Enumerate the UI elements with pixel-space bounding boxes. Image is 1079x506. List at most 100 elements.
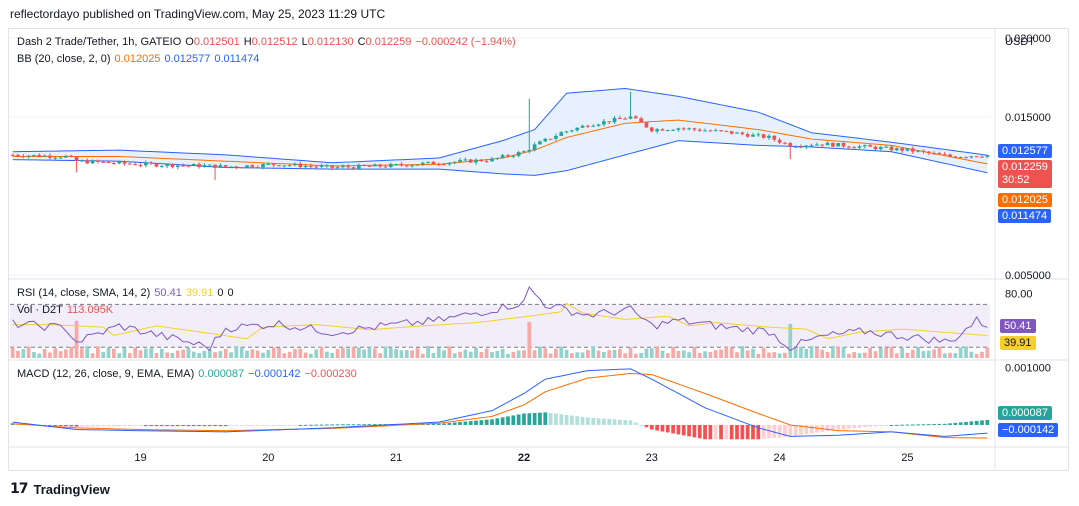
volume-bar bbox=[639, 352, 644, 358]
macd-histogram-bar bbox=[170, 424, 175, 427]
candle-body bbox=[543, 138, 548, 142]
volume-bar bbox=[85, 346, 90, 358]
macd-histogram-bar bbox=[623, 420, 628, 425]
candle-body bbox=[617, 117, 622, 119]
volume-bar bbox=[154, 352, 159, 358]
macd-histogram-bar bbox=[64, 424, 68, 427]
volume-bar bbox=[809, 346, 814, 358]
volume-bar bbox=[703, 351, 707, 358]
volume-bar bbox=[623, 353, 628, 358]
volume-bar bbox=[399, 350, 404, 358]
macd-histogram-bar bbox=[143, 424, 148, 427]
time-tick-label: 20 bbox=[262, 452, 274, 464]
macd-histogram-bar bbox=[522, 413, 526, 425]
bb-label[interactable]: BB (20, close, 2, 0) bbox=[17, 53, 111, 65]
candle-body bbox=[261, 164, 265, 168]
macd-histogram-bar bbox=[538, 412, 542, 425]
candle-body bbox=[985, 154, 990, 157]
candle-body bbox=[921, 150, 926, 152]
candle-body bbox=[64, 155, 68, 158]
candle-body bbox=[868, 145, 873, 147]
candle-body bbox=[90, 160, 95, 164]
volume-bar bbox=[80, 348, 84, 358]
volume-bar bbox=[564, 349, 569, 358]
macd-histogram-bar bbox=[953, 422, 958, 425]
volume-bar bbox=[319, 347, 324, 358]
macd-histogram-bar bbox=[729, 424, 734, 440]
candle-body bbox=[836, 143, 841, 147]
volume-bar bbox=[532, 350, 537, 358]
volume-bar bbox=[42, 348, 47, 358]
macd-histogram-bar bbox=[223, 424, 228, 427]
volume-bar bbox=[846, 353, 851, 358]
volume-bar bbox=[133, 347, 138, 358]
candle-body bbox=[96, 160, 100, 162]
macd-histogram-bar bbox=[436, 423, 441, 425]
macd-histogram-bar bbox=[159, 424, 164, 427]
macd-histogram-bar bbox=[591, 417, 596, 425]
volume-bar bbox=[570, 353, 574, 358]
volume-bar bbox=[660, 350, 665, 358]
volume-bar bbox=[479, 352, 484, 358]
volume-bar bbox=[500, 349, 505, 358]
candle-body bbox=[356, 164, 361, 169]
volume-bar bbox=[356, 347, 361, 358]
rsi-label[interactable]: RSI (14, close, SMA, 14, 2) bbox=[17, 287, 151, 299]
vol-label[interactable]: Vol · D2T bbox=[17, 304, 63, 316]
candle-body bbox=[751, 134, 755, 137]
macd-histogram-bar bbox=[559, 414, 564, 425]
candle-body bbox=[857, 146, 862, 148]
volume-bar bbox=[442, 350, 446, 358]
candle-body bbox=[942, 154, 947, 156]
candle-body bbox=[490, 158, 494, 162]
macd-histogram-bar bbox=[862, 424, 867, 428]
volume-bar bbox=[676, 350, 681, 358]
candle-body bbox=[932, 153, 936, 155]
volume-bar bbox=[953, 353, 958, 358]
tradingview-footer[interactable]: 17 TradingView bbox=[10, 481, 110, 497]
candle-body bbox=[341, 166, 345, 168]
macd-histogram-bar bbox=[426, 423, 430, 425]
macd-histogram-bar bbox=[356, 424, 361, 426]
macd-histogram-bar bbox=[878, 424, 883, 426]
macd-label[interactable]: MACD (12, 26, close, 9, EMA, EMA) bbox=[17, 368, 195, 380]
rsi-value: 50.41 bbox=[154, 287, 182, 299]
volume-bar bbox=[191, 351, 196, 358]
volume-bar bbox=[314, 349, 319, 358]
volume-bar bbox=[713, 350, 718, 358]
candle-body bbox=[362, 164, 367, 166]
macd-histogram-bar bbox=[495, 418, 500, 425]
candle-body bbox=[170, 164, 175, 168]
macd-histogram-bar bbox=[719, 424, 723, 440]
candle-body bbox=[165, 164, 169, 166]
candle-body bbox=[761, 134, 766, 138]
volume-bar bbox=[64, 349, 68, 358]
macd-histogram-bar bbox=[330, 424, 335, 426]
volume-bar bbox=[53, 348, 58, 358]
macd-histogram-bar bbox=[884, 424, 889, 426]
volume-bar bbox=[910, 349, 915, 358]
candle-body bbox=[314, 166, 319, 168]
macd-histogram-bar bbox=[442, 423, 446, 425]
candle-body bbox=[788, 143, 793, 148]
macd-histogram-bar bbox=[857, 424, 862, 428]
price-axis-unit: USDT bbox=[1005, 36, 1035, 48]
macd-histogram-bar bbox=[484, 419, 489, 425]
volume-bar bbox=[96, 346, 100, 358]
candle-body bbox=[255, 167, 260, 169]
candle-body bbox=[500, 155, 505, 158]
candle-body bbox=[756, 134, 761, 136]
candle-body bbox=[559, 132, 564, 136]
volume-bar bbox=[181, 349, 185, 358]
open-value: 0.012501 bbox=[193, 36, 240, 48]
macd-histogram-bar bbox=[985, 419, 990, 425]
candle-body bbox=[910, 148, 915, 152]
macd-histogram-bar bbox=[48, 424, 52, 426]
volume-bar bbox=[559, 346, 564, 358]
bar-countdown: 30:52 bbox=[1002, 174, 1030, 186]
volume-bar bbox=[831, 346, 835, 358]
candle-body bbox=[383, 166, 388, 168]
symbol-label[interactable]: Dash 2 Trade/Tether, 1h, GATEIO bbox=[17, 36, 182, 48]
candle-body bbox=[452, 161, 457, 163]
